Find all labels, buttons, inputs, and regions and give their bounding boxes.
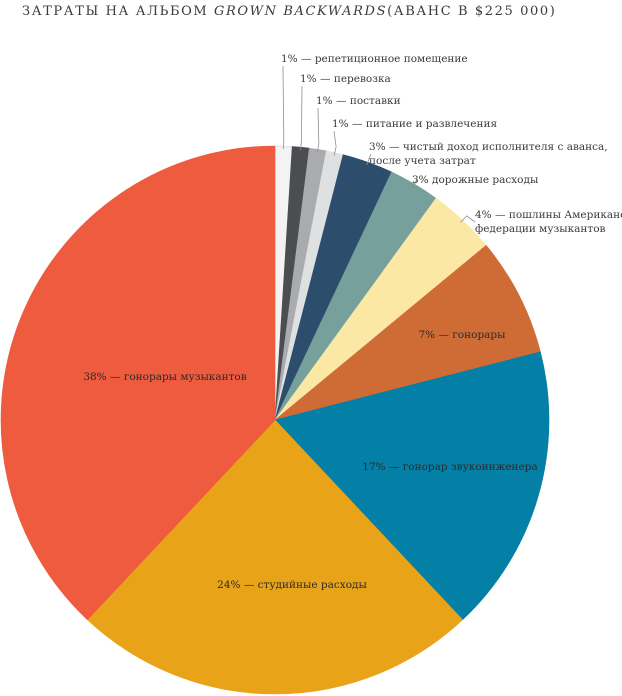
- slice-label: 17% — гонорар звукоинженера: [362, 461, 537, 473]
- slice-label-line: 38% — гонорары музыкантов: [83, 371, 246, 383]
- leader-line: [282, 65, 285, 150]
- slice-label: 38% — гонорары музыкантов: [83, 371, 246, 383]
- slice-label: 3% дорожные расходы: [412, 174, 538, 186]
- slice-label: 1% — репетиционное помещение: [281, 53, 468, 65]
- slice-label-line: 1% — питание и развлечения: [332, 118, 497, 130]
- slice-label-line: 3% дорожные расходы: [412, 174, 538, 186]
- leader-line: [460, 215, 476, 223]
- slice-label: 1% — перевозка: [300, 73, 391, 85]
- slice-label-line: после учета затрат: [369, 155, 476, 167]
- pie-slice: [274, 351, 550, 621]
- leader-line: [411, 178, 418, 188]
- chart-title: ЗАТРАТЫ НА АЛЬБОМ GROWN BACKWARDS(АВАНС …: [22, 4, 556, 19]
- leader-line: [317, 107, 320, 153]
- pie-slice: [87, 419, 463, 695]
- slice-label-line: 1% — репетиционное помещение: [281, 53, 468, 65]
- slice-label-line: 7% — гонорары: [418, 329, 505, 341]
- pie-slice: [0, 145, 276, 621]
- slice-label-line: 1% — перевозка: [300, 73, 391, 85]
- leader-line: [300, 85, 303, 151]
- slice-label-line: 1% — поставки: [316, 95, 401, 107]
- slice-label: 24% — студийные расходы: [217, 579, 367, 591]
- slice-labels: 1% — репетиционное помещение 1% — перевоз…: [83, 53, 622, 591]
- slice-label-line: федерации музыкантов: [475, 223, 606, 235]
- slice-label: 1% — поставки: [316, 95, 401, 107]
- chart-title-suffix: (АВАНС В $225 000): [387, 4, 557, 19]
- chart-title-prefix: ЗАТРАТЫ НА АЛЬБОМ: [22, 4, 215, 19]
- slice-label: 3% — чистый доход исполнителя с аванса, п…: [369, 141, 608, 167]
- chart-title-album: GROWN BACKWARDS: [214, 4, 388, 19]
- slice-label-line: 17% — гонорар звукоинженера: [362, 461, 537, 473]
- leader-line: [366, 153, 372, 166]
- pie-slice: [274, 244, 541, 421]
- slice-label: 1% — питание и развлечения: [332, 118, 497, 130]
- slice-label: 4% — пошлины Американской федерации музык…: [475, 209, 622, 235]
- pie-slices: [0, 145, 550, 695]
- leader-line: [333, 130, 337, 156]
- leader-lines: [282, 65, 476, 223]
- slice-label-line: 3% — чистый доход исполнителя с аванса,: [369, 141, 608, 153]
- slice-label-line: 4% — пошлины Американской: [475, 209, 622, 221]
- slice-label-line: 24% — студийные расходы: [217, 579, 367, 591]
- slice-label: 7% — гонорары: [418, 329, 505, 341]
